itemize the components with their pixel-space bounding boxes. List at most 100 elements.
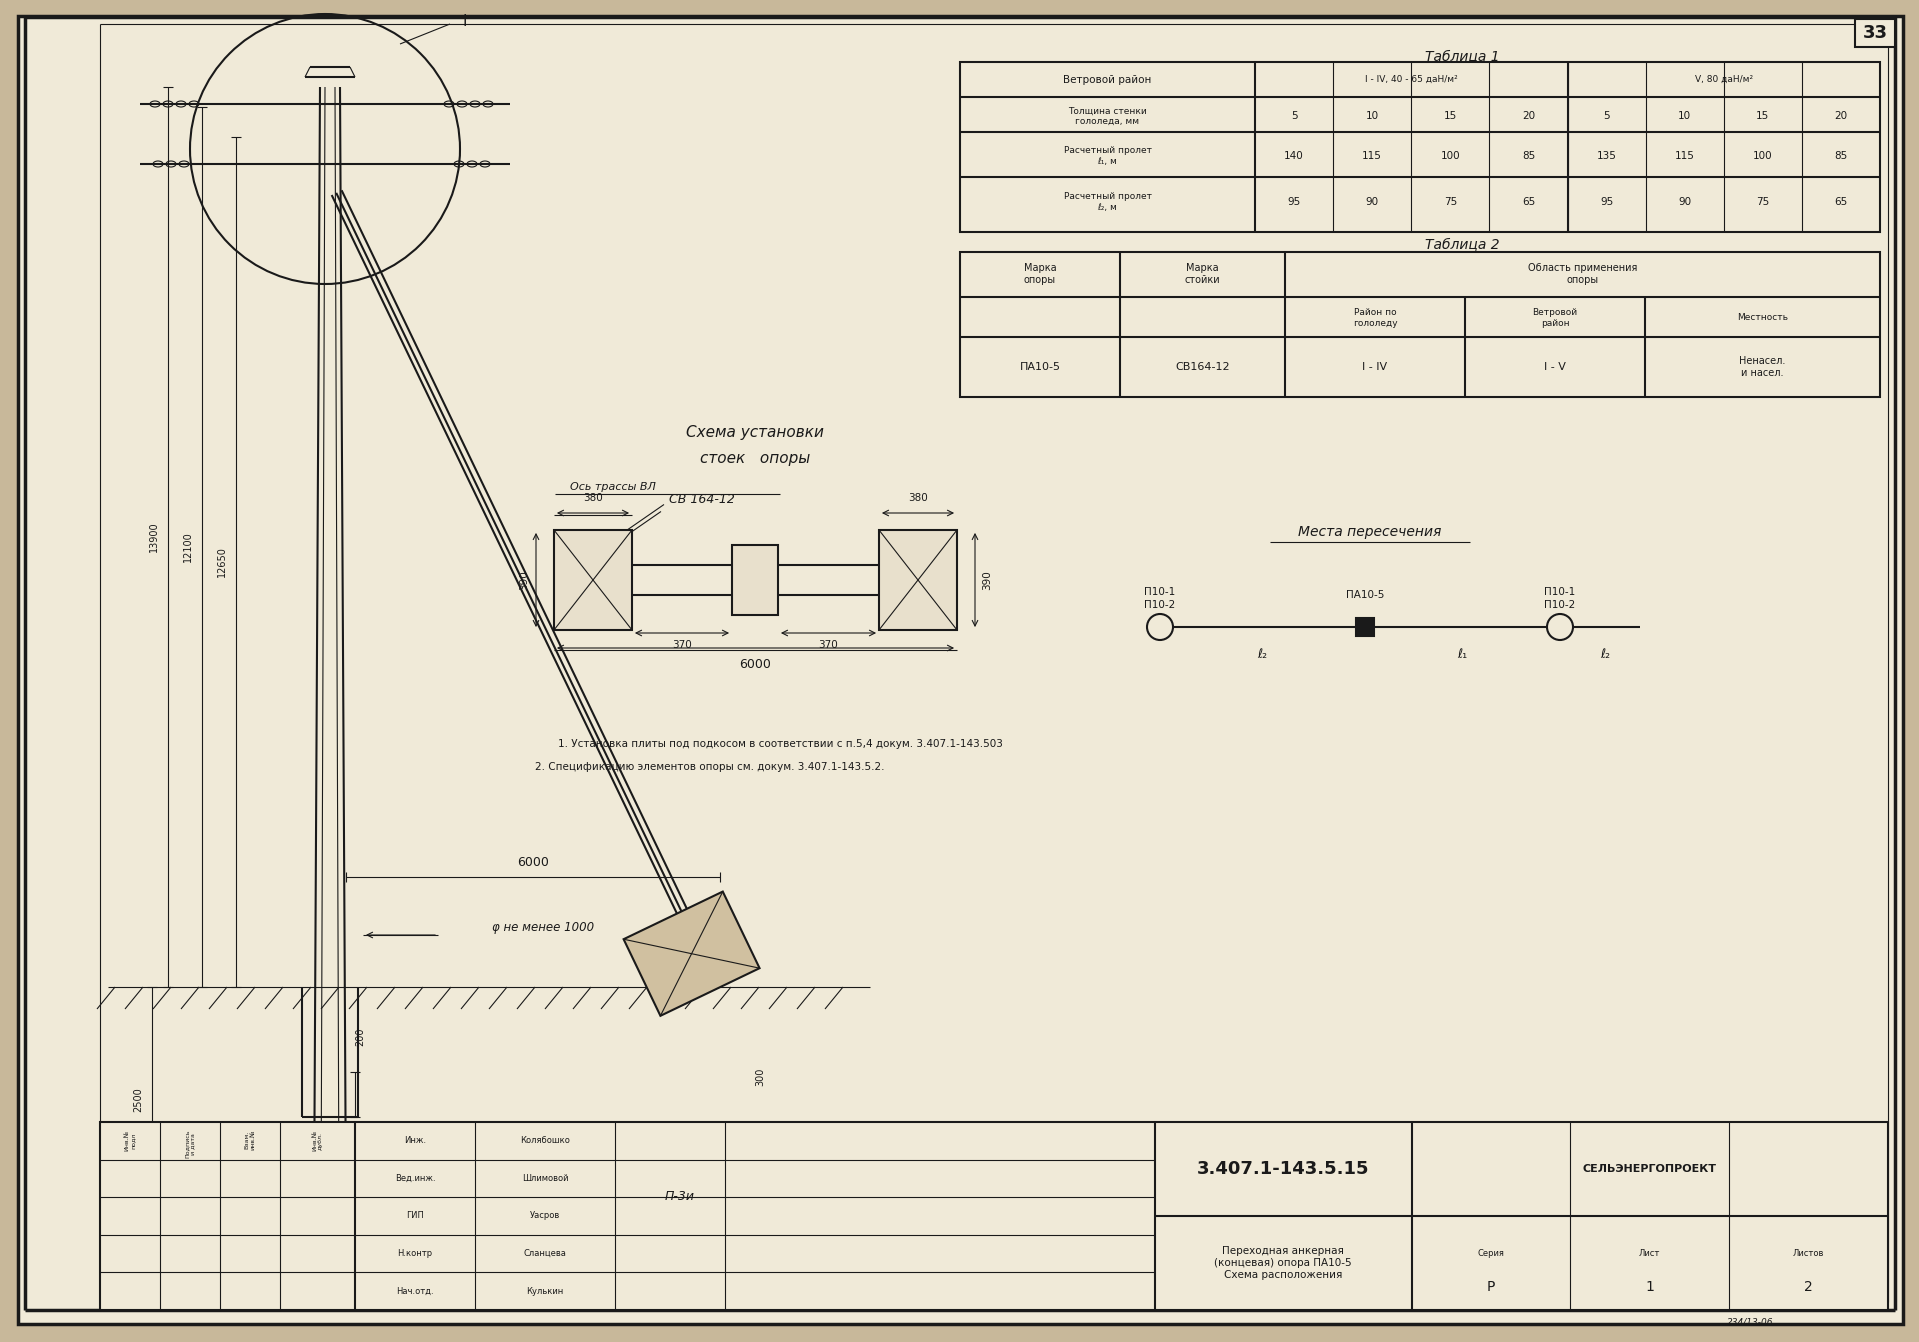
- Polygon shape: [624, 891, 760, 1016]
- Text: Серия: Серия: [1478, 1249, 1504, 1257]
- Text: 2500: 2500: [132, 1087, 144, 1113]
- Text: ℓ₁: ℓ₁: [1457, 648, 1466, 662]
- Text: Р: Р: [1487, 1280, 1495, 1295]
- Text: 65: 65: [1835, 197, 1848, 207]
- Text: 75: 75: [1443, 197, 1457, 207]
- Text: Кулькин: Кулькин: [526, 1287, 564, 1295]
- Text: 380: 380: [583, 493, 603, 503]
- Text: Ненасел.
и насел.: Ненасел. и насел.: [1739, 356, 1787, 378]
- Text: Район по
гололеду: Район по гололеду: [1353, 309, 1397, 327]
- Text: Расчетный пролет
ℓ₂, м: Расчетный пролет ℓ₂, м: [1063, 192, 1151, 212]
- Text: 10: 10: [1677, 111, 1691, 121]
- Text: Лист: Лист: [1639, 1249, 1660, 1257]
- Text: 234/13-06: 234/13-06: [1727, 1318, 1773, 1326]
- Text: 10: 10: [1366, 111, 1378, 121]
- Text: Инв.№
дубл.: Инв.№ дубл.: [313, 1130, 322, 1151]
- Text: Марка
опоры: Марка опоры: [1023, 263, 1055, 285]
- Text: I - IV, 40 - 65 даН/м²: I - IV, 40 - 65 даН/м²: [1364, 75, 1458, 83]
- Text: П10-1: П10-1: [1545, 586, 1575, 597]
- Text: 90: 90: [1677, 197, 1691, 207]
- Text: 95: 95: [1600, 197, 1614, 207]
- Text: 390: 390: [518, 570, 530, 590]
- Text: 85: 85: [1835, 152, 1848, 161]
- Bar: [960, 62, 1881, 232]
- Text: СВ 164-12: СВ 164-12: [670, 493, 735, 506]
- Text: 65: 65: [1522, 197, 1535, 207]
- Text: 140: 140: [1284, 152, 1303, 161]
- Text: Вед.инж.: Вед.инж.: [395, 1174, 436, 1182]
- Text: 370: 370: [819, 640, 839, 650]
- Text: ГИП: ГИП: [407, 1212, 424, 1220]
- Text: 300: 300: [754, 1068, 766, 1086]
- Text: Уасров: Уасров: [530, 1212, 560, 1220]
- Text: 95: 95: [1288, 197, 1301, 207]
- Text: Нач.отд.: Нач.отд.: [395, 1287, 434, 1295]
- Bar: [555, 530, 631, 629]
- Text: 1: 1: [1645, 1280, 1654, 1295]
- Text: Расчетный пролет
ℓ₁, м: Расчетный пролет ℓ₁, м: [1063, 146, 1151, 165]
- Text: 200: 200: [355, 1028, 365, 1047]
- Text: П10-2: П10-2: [1545, 600, 1575, 611]
- Text: 12100: 12100: [182, 531, 194, 562]
- Text: V, 80 даН/м²: V, 80 даН/м²: [1694, 75, 1752, 83]
- Text: 5: 5: [1291, 111, 1297, 121]
- Text: стоек   опоры: стоек опоры: [700, 451, 810, 467]
- Text: ℓ₂: ℓ₂: [1257, 648, 1267, 662]
- Text: 15: 15: [1756, 111, 1769, 121]
- Text: ПА10-5: ПА10-5: [1345, 590, 1384, 600]
- Text: 85: 85: [1522, 152, 1535, 161]
- Text: I: I: [462, 15, 466, 30]
- Text: Ось трассы ВЛ: Ось трассы ВЛ: [570, 482, 656, 493]
- Text: Инж.: Инж.: [403, 1137, 426, 1145]
- Text: 390: 390: [983, 570, 992, 590]
- Text: 2: 2: [1804, 1280, 1813, 1295]
- Bar: [731, 545, 777, 615]
- Text: I - IV: I - IV: [1362, 362, 1387, 372]
- Text: I - V: I - V: [1545, 362, 1566, 372]
- Bar: [1357, 619, 1374, 636]
- Text: 6000: 6000: [516, 855, 549, 868]
- Text: Места пересечения: Места пересечения: [1299, 525, 1441, 539]
- Text: Колябошко: Колябошко: [520, 1137, 570, 1145]
- Text: Подпись
и дата: Подпись и дата: [184, 1130, 196, 1158]
- Text: Инв.№
подл: Инв.№ подл: [125, 1130, 136, 1151]
- Text: Шлимовой: Шлимовой: [522, 1174, 568, 1182]
- Text: 20: 20: [1522, 111, 1535, 121]
- Text: Толщина стенки
гололеда, мм: Толщина стенки гололеда, мм: [1069, 106, 1148, 126]
- Text: Ветровой
район: Ветровой район: [1533, 309, 1577, 327]
- Bar: [1856, 19, 1894, 47]
- Text: П10-1: П10-1: [1144, 586, 1176, 597]
- Text: 12650: 12650: [217, 546, 226, 577]
- Text: 1. Установка плиты под подкосом в соответствии с п.5,4 докум. 3.407.1-143.503: 1. Установка плиты под подкосом в соотве…: [558, 739, 1002, 749]
- Text: П10-2: П10-2: [1144, 600, 1176, 611]
- Bar: [274, 1142, 386, 1170]
- Text: Переходная анкерная
(концевая) опора ПА10-5
Схема расположения: Переходная анкерная (концевая) опора ПА1…: [1215, 1247, 1353, 1280]
- Text: 13900: 13900: [150, 522, 159, 553]
- Text: 135: 135: [1597, 152, 1616, 161]
- Text: 370: 370: [672, 640, 693, 650]
- Text: 100: 100: [1441, 152, 1460, 161]
- Text: Таблица 2: Таблица 2: [1426, 238, 1501, 252]
- Text: 90: 90: [1366, 197, 1378, 207]
- Text: 2. Спецификацию элементов опоры см. докум. 3.407.1-143.5.2.: 2. Спецификацию элементов опоры см. доку…: [535, 762, 885, 772]
- Text: 20: 20: [1835, 111, 1848, 121]
- Text: 75: 75: [1756, 197, 1769, 207]
- Text: 380: 380: [908, 493, 929, 503]
- Text: 100: 100: [1752, 152, 1773, 161]
- Text: Листов: Листов: [1792, 1249, 1825, 1257]
- Text: 15: 15: [1443, 111, 1457, 121]
- Text: Ветровой район: Ветровой район: [1063, 75, 1151, 85]
- Text: 6000: 6000: [739, 659, 771, 671]
- Bar: [879, 530, 958, 629]
- Text: Марка
стойки: Марка стойки: [1184, 263, 1220, 285]
- Bar: [960, 252, 1881, 397]
- Text: ПА10-5: ПА10-5: [1019, 362, 1061, 372]
- Text: Область применения
опоры: Область применения опоры: [1528, 263, 1637, 285]
- Text: 115: 115: [1675, 152, 1694, 161]
- Text: 3.407.1-143.5.15: 3.407.1-143.5.15: [1197, 1159, 1370, 1178]
- Bar: [100, 1122, 1888, 1310]
- Text: 115: 115: [1362, 152, 1382, 161]
- Text: φ не менее 1000: φ не менее 1000: [491, 921, 595, 934]
- Text: П-3и: П-3и: [666, 1190, 695, 1204]
- Text: Схема установки: Схема установки: [687, 424, 823, 439]
